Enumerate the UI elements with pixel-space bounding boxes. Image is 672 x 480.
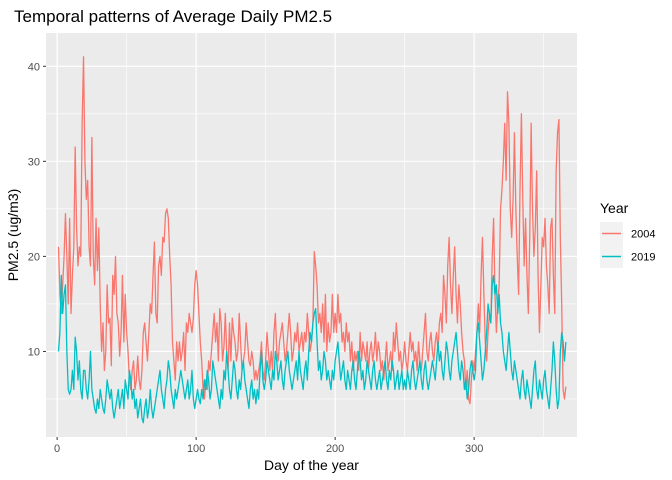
x-tick-label: 100 — [187, 443, 205, 455]
x-tick-label: 0 — [54, 443, 60, 455]
y-tick-label: 10 — [28, 346, 40, 358]
x-axis: 0 100 200 300 — [54, 437, 483, 455]
major-gridlines — [46, 33, 577, 437]
series-layer — [57, 56, 567, 424]
y-axis: 10 20 30 40 — [28, 61, 46, 358]
y-tick-label: 40 — [28, 61, 40, 73]
legend-title: Year — [600, 200, 629, 216]
legend: Year 2004 2019 — [600, 200, 655, 268]
plot-panel — [46, 33, 577, 437]
y-tick-label: 30 — [28, 156, 40, 168]
series-line-2019 — [57, 274, 567, 424]
x-tick-label: 300 — [465, 443, 483, 455]
legend-label-2019: 2019 — [631, 252, 655, 264]
y-tick-label: 20 — [28, 251, 40, 263]
y-axis-title: PM2.5 (ug/m3) — [5, 189, 21, 282]
x-axis-title: Day of the year — [264, 457, 359, 473]
x-tick-label: 200 — [326, 443, 344, 455]
chart-title: Temporal patterns of Average Daily PM2.5 — [14, 7, 332, 26]
legend-label-2004: 2004 — [631, 229, 655, 241]
